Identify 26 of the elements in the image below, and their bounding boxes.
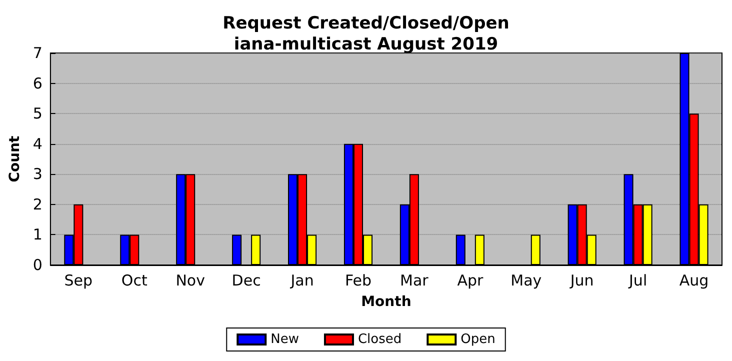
x-tick-label: Jul [628,272,648,290]
x-tick-label: Feb [344,272,372,290]
x-tick-label: Oct [121,272,148,290]
y-tick-label: 2 [32,195,42,214]
y-tick-label: 5 [32,104,42,123]
x-tick-label: Jun [569,272,594,290]
chart-title: Request Created/Closed/Open iana-multicast August 2019 [222,14,510,54]
legend-label: Closed [358,332,402,347]
x-tick-label: Dec [232,272,261,290]
x-tick-label: May [510,272,542,290]
y-tick-label: 4 [32,134,42,153]
x-tick-label: Jan [290,272,314,290]
x-tick-label: Mar [400,272,430,290]
y-tick-label: 0 [32,256,42,274]
legend-label: New [270,332,300,347]
x-tick-label: Aug [679,272,709,290]
x-tick-label: Nov [176,272,206,290]
x-tick-label: Apr [457,272,484,290]
y-tick-label: 7 [32,44,42,62]
legend-label: Open [460,332,496,347]
y-tick-label: 6 [32,74,42,92]
y-tick-label: 1 [32,226,42,244]
x-axis-title: Month [361,294,412,310]
y-axis-title: Count [7,135,23,182]
x-tick-label: Sep [64,272,93,290]
y-tick-label: 3 [32,165,42,184]
